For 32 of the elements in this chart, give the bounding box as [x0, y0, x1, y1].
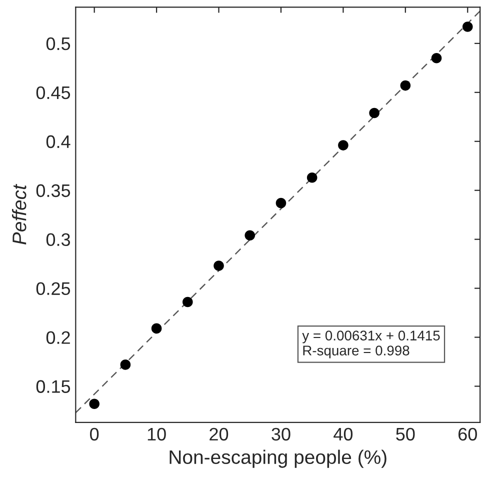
y-tick-label: 0.35 [36, 184, 70, 198]
x-tick-label: 50 [396, 428, 415, 441]
point [338, 140, 348, 150]
x-tick-label: 40 [334, 428, 353, 441]
y-axis-title: Peffect [12, 184, 26, 244]
x-tick-label: 30 [272, 428, 290, 441]
point [462, 22, 473, 32]
point [431, 52, 442, 64]
point [400, 80, 411, 91]
x-tick-label: 20 [210, 428, 228, 441]
y-tick-label: 0.4 [46, 135, 70, 148]
y-tick-label: 0.15 [36, 380, 70, 393]
x-tick-label: 10 [148, 428, 166, 441]
point [120, 360, 131, 370]
point [244, 230, 256, 241]
point [151, 323, 162, 334]
y-tick-label: 0.2 [46, 331, 70, 344]
point [306, 172, 318, 183]
y-tick-label: 0.3 [46, 233, 70, 246]
point [276, 198, 286, 208]
annotation: R-square = 0.998 [303, 346, 410, 358]
y-tick-label: 0.25 [36, 282, 70, 296]
point [369, 108, 380, 118]
x-tick-label: 0 [90, 428, 99, 441]
x-axis-title: Non-escaping people (%) [170, 450, 386, 468]
y-tick-label: 0.5 [46, 37, 70, 50]
point [89, 398, 100, 410]
x-tick-label: 60 [458, 428, 477, 441]
point [182, 296, 193, 308]
point [214, 260, 224, 271]
annotation: y = 0.00631x + 0.1415 [302, 330, 440, 344]
y-tick-label: 0.45 [36, 86, 70, 100]
